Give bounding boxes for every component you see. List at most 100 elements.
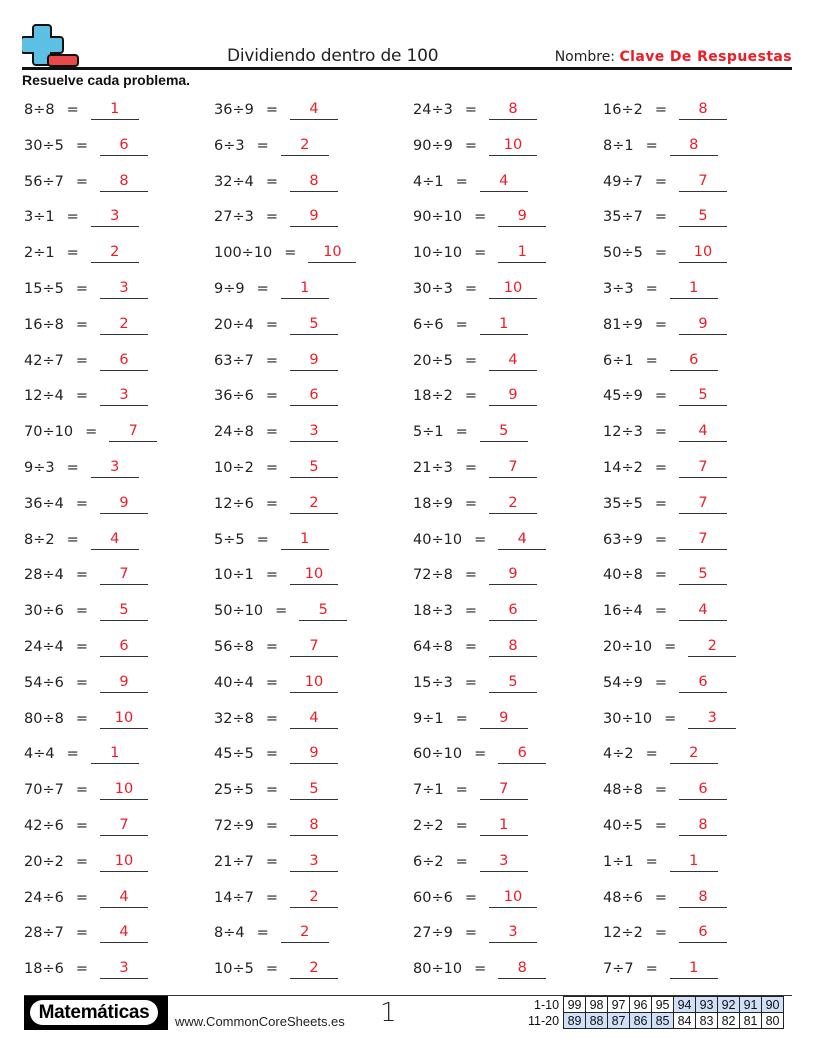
answer-blank[interactable]: 2 <box>289 495 338 514</box>
answer-blank[interactable]: 5 <box>678 387 727 407</box>
answer-blank[interactable]: 1 <box>669 280 718 299</box>
answer-blank[interactable]: 3 <box>488 924 537 944</box>
answer-blank[interactable]: 8 <box>498 960 547 980</box>
answer-blank[interactable]: 10 <box>678 244 727 264</box>
answer-blank[interactable]: 2 <box>99 316 148 335</box>
answer-blank[interactable]: 9 <box>678 316 727 335</box>
answer-blank[interactable]: 3 <box>99 960 148 980</box>
answer-blank[interactable]: 4 <box>99 889 148 908</box>
answer-blank[interactable]: 10 <box>289 566 338 586</box>
answer-blank[interactable]: 6 <box>669 352 718 371</box>
answer-blank[interactable]: 4 <box>479 173 528 192</box>
answer-blank[interactable]: 8 <box>669 137 718 156</box>
answer-blank[interactable]: 4 <box>99 924 148 944</box>
answer-blank[interactable]: 9 <box>488 566 537 586</box>
answer-blank[interactable]: 4 <box>289 710 338 729</box>
answer-blank[interactable]: 10 <box>99 853 148 872</box>
answer-blank[interactable]: 6 <box>99 352 148 371</box>
answer-blank[interactable]: 3 <box>90 459 139 478</box>
answer-blank[interactable]: 3 <box>90 208 139 228</box>
answer-blank[interactable]: 8 <box>289 173 338 192</box>
answer-blank[interactable]: 3 <box>99 280 148 299</box>
answer-blank[interactable]: 6 <box>99 638 148 657</box>
answer-blank[interactable]: 1 <box>669 960 718 980</box>
answer-blank[interactable]: 3 <box>479 853 528 872</box>
answer-blank[interactable]: 5 <box>289 459 338 478</box>
answer-blank[interactable]: 9 <box>479 710 528 729</box>
answer-blank[interactable]: 9 <box>289 745 338 765</box>
answer-blank[interactable]: 9 <box>289 208 338 228</box>
answer-blank[interactable]: 8 <box>678 889 727 908</box>
answer-blank[interactable]: 7 <box>99 566 148 586</box>
answer-blank[interactable]: 10 <box>488 137 537 156</box>
answer-blank[interactable]: 9 <box>99 674 148 693</box>
answer-blank[interactable]: 1 <box>90 101 139 120</box>
answer-blank[interactable]: 5 <box>488 674 537 693</box>
answer-blank[interactable]: 6 <box>488 602 537 622</box>
answer-blank[interactable]: 1 <box>280 280 329 299</box>
answer-blank[interactable]: 9 <box>498 208 547 228</box>
answer-blank[interactable]: 4 <box>678 602 727 622</box>
answer-blank[interactable]: 7 <box>678 531 727 550</box>
answer-blank[interactable]: 8 <box>289 817 338 836</box>
answer-blank[interactable]: 7 <box>479 781 528 801</box>
answer-blank[interactable]: 10 <box>308 244 357 264</box>
answer-blank[interactable]: 10 <box>99 710 148 729</box>
answer-blank[interactable]: 7 <box>678 495 727 514</box>
answer-blank[interactable]: 7 <box>289 638 338 657</box>
answer-blank[interactable]: 6 <box>678 674 727 693</box>
answer-blank[interactable]: 1 <box>280 531 329 550</box>
answer-blank[interactable]: 8 <box>99 173 148 192</box>
answer-blank[interactable]: 5 <box>289 316 338 335</box>
answer-blank[interactable]: 9 <box>488 387 537 407</box>
answer-blank[interactable]: 4 <box>289 101 338 120</box>
answer-blank[interactable]: 6 <box>289 387 338 407</box>
answer-blank[interactable]: 8 <box>488 101 537 120</box>
answer-blank[interactable]: 10 <box>488 280 537 299</box>
answer-blank[interactable]: 7 <box>488 459 537 478</box>
answer-blank[interactable]: 8 <box>678 101 727 120</box>
answer-blank[interactable]: 6 <box>498 745 547 765</box>
answer-blank[interactable]: 2 <box>280 137 329 156</box>
answer-blank[interactable]: 9 <box>99 495 148 514</box>
answer-blank[interactable]: 3 <box>289 853 338 872</box>
answer-blank[interactable]: 1 <box>90 745 139 765</box>
answer-blank[interactable]: 3 <box>99 387 148 407</box>
answer-blank[interactable]: 4 <box>498 531 547 550</box>
answer-blank[interactable]: 2 <box>669 745 718 765</box>
answer-blank[interactable]: 2 <box>688 638 737 657</box>
answer-blank[interactable]: 5 <box>289 781 338 801</box>
answer-blank[interactable]: 3 <box>289 423 338 443</box>
answer-blank[interactable]: 7 <box>678 173 727 192</box>
answer-blank[interactable]: 4 <box>678 423 727 443</box>
answer-blank[interactable]: 7 <box>99 817 148 836</box>
answer-blank[interactable]: 2 <box>488 495 537 514</box>
answer-blank[interactable]: 1 <box>479 817 528 836</box>
answer-blank[interactable]: 8 <box>678 817 727 836</box>
answer-blank[interactable]: 9 <box>289 352 338 371</box>
answer-blank[interactable]: 7 <box>678 459 727 478</box>
answer-blank[interactable]: 4 <box>488 352 537 371</box>
answer-blank[interactable]: 10 <box>99 781 148 801</box>
answer-blank[interactable]: 6 <box>678 924 727 944</box>
answer-blank[interactable]: 6 <box>99 137 148 156</box>
answer-blank[interactable]: 5 <box>678 208 727 228</box>
answer-blank[interactable]: 1 <box>498 244 547 264</box>
answer-blank[interactable]: 2 <box>90 244 139 264</box>
answer-blank[interactable]: 10 <box>488 889 537 908</box>
answer-blank[interactable]: 1 <box>479 316 528 335</box>
answer-blank[interactable]: 8 <box>488 638 537 657</box>
answer-blank[interactable]: 6 <box>678 781 727 801</box>
answer-blank[interactable]: 3 <box>688 710 737 729</box>
answer-blank[interactable]: 7 <box>109 423 158 443</box>
answer-blank[interactable]: 1 <box>669 853 718 872</box>
answer-blank[interactable]: 5 <box>479 423 528 443</box>
answer-blank[interactable]: 5 <box>299 602 348 622</box>
answer-blank[interactable]: 2 <box>289 960 338 980</box>
answer-blank[interactable]: 2 <box>289 889 338 908</box>
answer-blank[interactable]: 5 <box>99 602 148 622</box>
answer-blank[interactable]: 2 <box>280 924 329 944</box>
answer-blank[interactable]: 5 <box>678 566 727 586</box>
answer-blank[interactable]: 10 <box>289 674 338 693</box>
answer-blank[interactable]: 4 <box>90 531 139 550</box>
